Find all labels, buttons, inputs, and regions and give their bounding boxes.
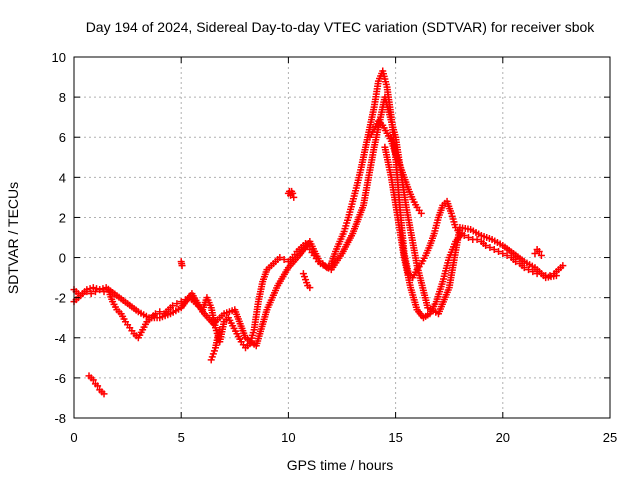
- data-point-main: [490, 246, 498, 254]
- y-axis-label: SDTVAR / TECUs: [5, 182, 21, 294]
- data-point-main: [276, 254, 284, 262]
- data-point-jump-10: [289, 189, 297, 197]
- data-point-main: [525, 266, 533, 274]
- y-tick-label: -6: [54, 371, 66, 386]
- data-point-dip-10_8: [306, 284, 314, 292]
- data-point-segment-early: [94, 382, 102, 390]
- data-point-spike-5: [178, 262, 186, 270]
- x-tick-label: 20: [496, 430, 510, 445]
- data-point-segment-early: [89, 376, 97, 384]
- data-point-main: [495, 248, 503, 256]
- plot-frame: [73, 56, 611, 419]
- data-point-main: [151, 310, 159, 318]
- data-markers: [70, 67, 567, 398]
- y-tick-label: 10: [52, 50, 66, 65]
- y-tick-label: 6: [59, 130, 66, 145]
- data-point-segment-early: [100, 390, 108, 398]
- x-tick-label: 10: [281, 430, 295, 445]
- data-point-main: [486, 244, 494, 252]
- data-point-main: [173, 300, 181, 308]
- data-point-secondary: [96, 286, 104, 294]
- data-point-secondary: [93, 285, 101, 293]
- x-tick-label: 15: [388, 430, 402, 445]
- data-point-main: [473, 236, 481, 244]
- y-tick-label: -8: [54, 411, 66, 426]
- y-tick-label: -4: [54, 331, 66, 346]
- data-point-drop-6_5: [216, 326, 224, 334]
- data-point-jump-10: [290, 193, 298, 201]
- axis-ticks: 0 5 10 15 20 25 -8 -6 -4 -2 0 2 4 6 8 10: [52, 50, 618, 445]
- y-tick-label: 4: [59, 170, 66, 185]
- data-point-main: [156, 308, 164, 316]
- data-point-secondary: [89, 284, 97, 292]
- data-point-main: [169, 302, 177, 310]
- y-tick-label: -2: [54, 291, 66, 306]
- x-tick-label: 0: [70, 430, 77, 445]
- data-point-upper-branch: [417, 209, 425, 217]
- data-point-main: [464, 234, 472, 241]
- data-point-secondary: [86, 285, 94, 293]
- y-tick-label: 8: [59, 90, 66, 105]
- data-point-secondary: [83, 286, 91, 294]
- chart-title: Day 194 of 2024, Sidereal Day-to-day VTE…: [86, 19, 596, 35]
- x-axis-label: GPS time / hours: [287, 457, 394, 473]
- data-point-secondary: [552, 272, 560, 280]
- data-point-main: [520, 264, 528, 272]
- data-point-main: [280, 256, 288, 264]
- y-tick-label: 2: [59, 210, 66, 225]
- data-point-main: [559, 262, 567, 270]
- data-point-tail-21_6: [531, 250, 539, 258]
- data-point-lower-branch: [458, 229, 466, 237]
- data-point-main: [482, 242, 490, 250]
- x-tick-label: 5: [178, 430, 185, 445]
- data-point-tail-21_6: [535, 248, 543, 256]
- data-point-main: [87, 290, 95, 298]
- data-point-main: [499, 250, 507, 258]
- y-tick-label: 0: [59, 251, 66, 266]
- data-point-tail-21_6: [537, 252, 545, 260]
- data-point-main: [503, 252, 511, 260]
- data-point-main: [512, 258, 520, 266]
- x-tick-label: 25: [603, 430, 617, 445]
